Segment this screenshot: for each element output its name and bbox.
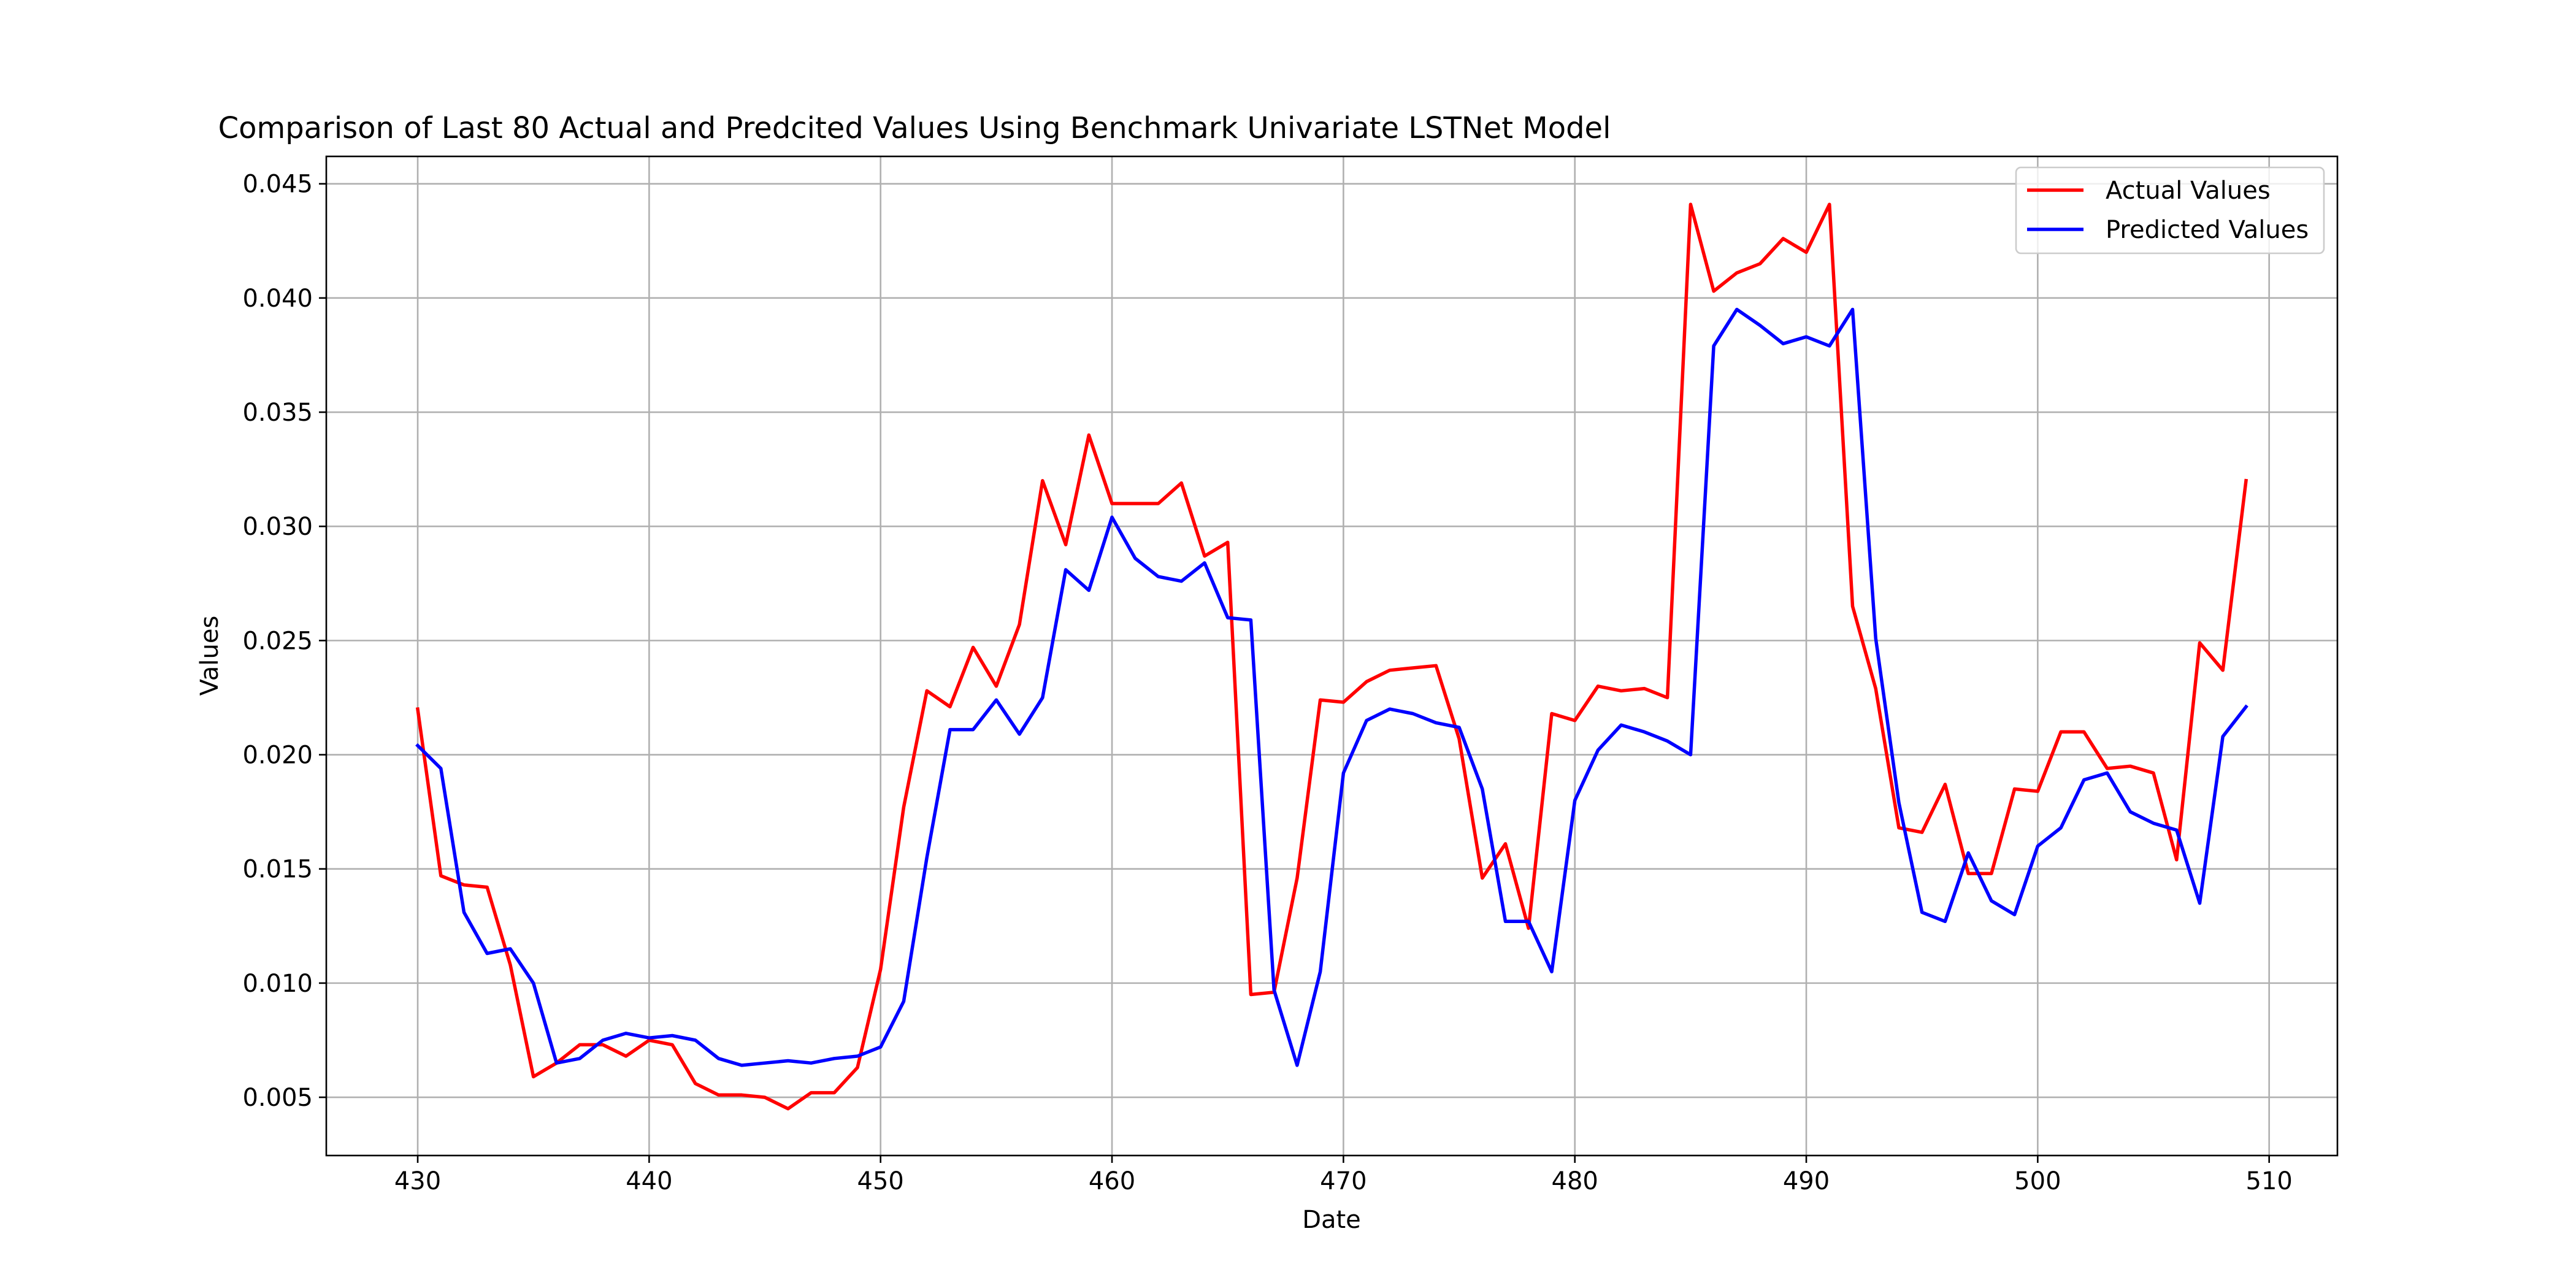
y-tick-label: 0.025 (242, 627, 313, 655)
grid-lines (326, 156, 2337, 1156)
plot-frame (325, 155, 2339, 1157)
chart-title: Comparison of Last 80 Actual and Predcit… (218, 111, 1611, 145)
series-line-predicted (415, 307, 2248, 1067)
x-tick-label: 510 (2246, 1167, 2293, 1195)
x-tick-label: 480 (1552, 1167, 1598, 1195)
y-tick-label: 0.005 (242, 1084, 313, 1112)
legend-label-predicted: Predicted Values (2106, 216, 2309, 244)
y-axis-label: Values (196, 616, 224, 696)
y-tick-label: 0.030 (242, 513, 313, 541)
legend-box (2015, 166, 2325, 255)
x-tick-label: 430 (394, 1167, 441, 1195)
x-tick-label: 470 (1320, 1167, 1367, 1195)
y-tick-label: 0.020 (242, 742, 313, 770)
y-axis-ticks: 0.005 0.010 0.015 0.020 0.025 0.030 0.035 0.040… (242, 171, 326, 1112)
plot-series (415, 202, 2248, 1111)
y-tick-label: 0.040 (242, 285, 313, 313)
x-axis-label: Date (1302, 1206, 1361, 1234)
y-tick-label: 0.035 (242, 399, 313, 427)
x-tick-label: 490 (1783, 1167, 1830, 1195)
x-axis-ticks: 430 440 450 460 470 480 490 500 510 (394, 1156, 2293, 1195)
legend-label-actual: Actual Values (2106, 177, 2271, 205)
x-tick-label: 440 (626, 1167, 672, 1195)
x-tick-label: 460 (1089, 1167, 1135, 1195)
series-line-actual (415, 202, 2248, 1111)
y-tick-label: 0.045 (242, 171, 313, 199)
legend: Actual Values Predicted Values (2015, 166, 2325, 255)
y-tick-label: 0.010 (242, 970, 313, 998)
x-tick-label: 450 (857, 1167, 904, 1195)
y-tick-label: 0.015 (242, 856, 313, 884)
x-tick-label: 500 (2014, 1167, 2061, 1195)
